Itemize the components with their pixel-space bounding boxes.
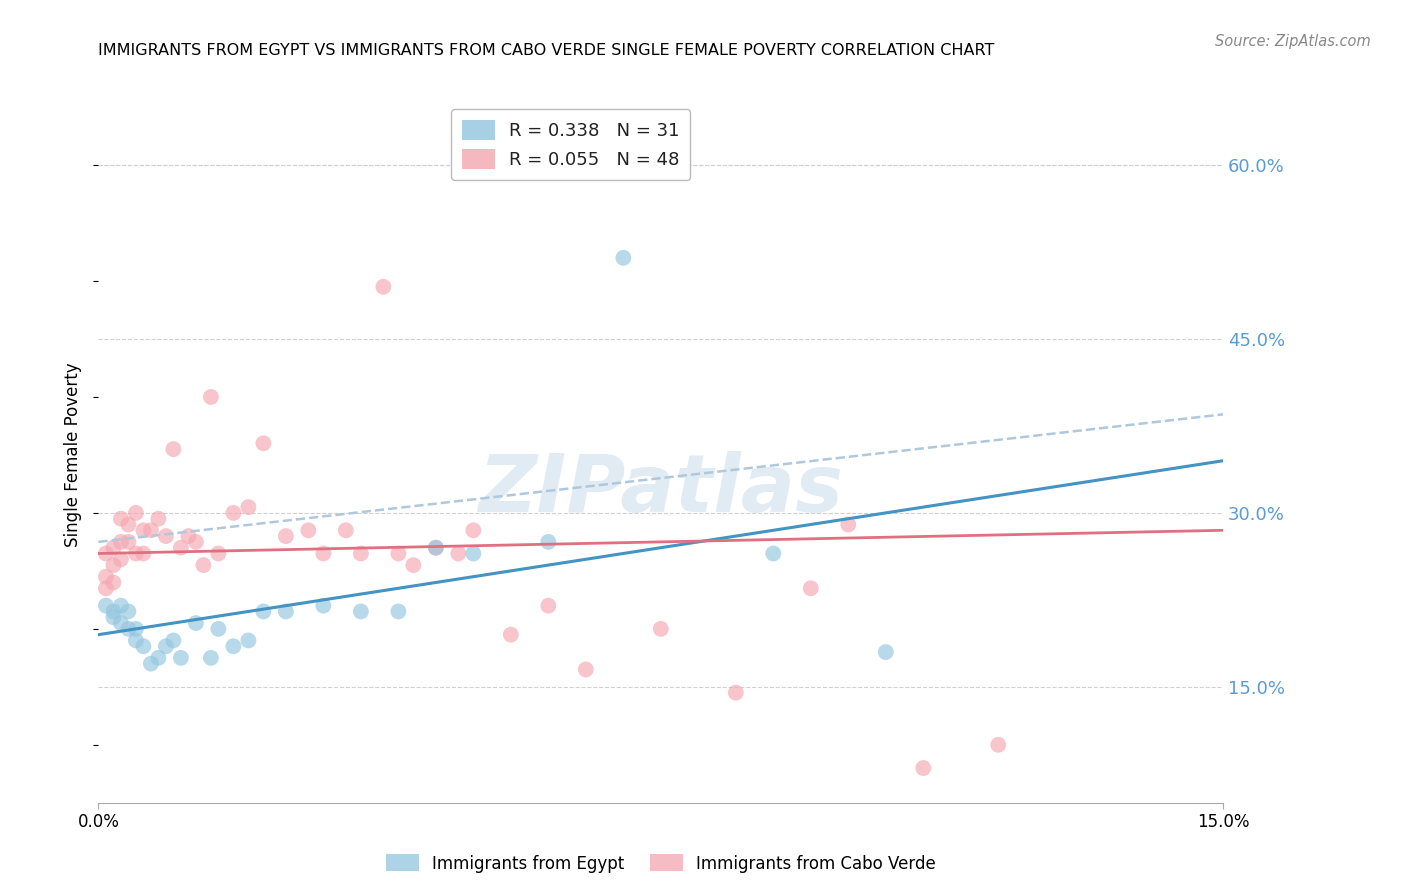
Point xyxy=(170,651,193,665)
Point xyxy=(103,605,125,619)
Point xyxy=(110,511,132,525)
Point xyxy=(207,546,229,561)
Point xyxy=(94,546,117,561)
Point xyxy=(184,615,207,630)
Point xyxy=(274,529,297,543)
Point xyxy=(612,251,634,265)
Point xyxy=(252,436,274,450)
Point xyxy=(110,534,132,549)
Point xyxy=(103,575,125,590)
Point xyxy=(350,546,373,561)
Point xyxy=(335,523,357,537)
Point xyxy=(762,546,785,561)
Text: IMMIGRANTS FROM EGYPT VS IMMIGRANTS FROM CABO VERDE SINGLE FEMALE POVERTY CORREL: IMMIGRANTS FROM EGYPT VS IMMIGRANTS FROM… xyxy=(98,43,995,58)
Point xyxy=(987,738,1010,752)
Point xyxy=(103,610,125,624)
Point xyxy=(312,546,335,561)
Point xyxy=(125,546,148,561)
Point xyxy=(139,523,162,537)
Point xyxy=(125,633,148,648)
Point xyxy=(537,534,560,549)
Point xyxy=(125,506,148,520)
Point xyxy=(162,442,184,456)
Point xyxy=(238,633,260,648)
Point xyxy=(110,599,132,613)
Point xyxy=(537,599,560,613)
Point xyxy=(103,558,125,573)
Point xyxy=(207,622,229,636)
Point xyxy=(297,523,319,537)
Point xyxy=(912,761,935,775)
Point xyxy=(117,517,139,532)
Point xyxy=(117,622,139,636)
Point xyxy=(800,582,823,596)
Point xyxy=(94,570,117,584)
Point xyxy=(875,645,897,659)
Point xyxy=(132,523,155,537)
Point xyxy=(148,651,170,665)
Point xyxy=(350,605,373,619)
Point xyxy=(94,599,117,613)
Point xyxy=(387,605,409,619)
Point xyxy=(117,605,139,619)
Y-axis label: Single Female Poverty: Single Female Poverty xyxy=(65,363,83,547)
Point xyxy=(837,517,859,532)
Point xyxy=(193,558,215,573)
Point xyxy=(170,541,193,555)
Point xyxy=(724,685,747,699)
Text: Source: ZipAtlas.com: Source: ZipAtlas.com xyxy=(1215,34,1371,49)
Point xyxy=(184,534,207,549)
Point xyxy=(117,534,139,549)
Point xyxy=(402,558,425,573)
Text: ZIPatlas: ZIPatlas xyxy=(478,450,844,529)
Point xyxy=(252,605,274,619)
Point xyxy=(312,599,335,613)
Point xyxy=(425,541,447,555)
Point xyxy=(132,639,155,653)
Point xyxy=(200,651,222,665)
Point xyxy=(387,546,409,561)
Point xyxy=(373,279,395,293)
Point xyxy=(463,546,485,561)
Point xyxy=(222,639,245,653)
Point xyxy=(274,605,297,619)
Point xyxy=(222,506,245,520)
Point xyxy=(110,615,132,630)
Point xyxy=(148,511,170,525)
Point xyxy=(139,657,162,671)
Point xyxy=(575,662,598,676)
Point xyxy=(132,546,155,561)
Point xyxy=(463,523,485,537)
Point xyxy=(177,529,200,543)
Point xyxy=(94,582,117,596)
Point xyxy=(447,546,470,561)
Point xyxy=(425,541,447,555)
Point xyxy=(499,628,522,642)
Point xyxy=(155,529,177,543)
Legend: R = 0.338   N = 31, R = 0.055   N = 48: R = 0.338 N = 31, R = 0.055 N = 48 xyxy=(451,109,690,179)
Legend: Immigrants from Egypt, Immigrants from Cabo Verde: Immigrants from Egypt, Immigrants from C… xyxy=(380,847,942,880)
Point xyxy=(162,633,184,648)
Point xyxy=(125,622,148,636)
Point xyxy=(110,552,132,566)
Point xyxy=(103,541,125,555)
Point xyxy=(650,622,672,636)
Point xyxy=(200,390,222,404)
Point xyxy=(238,500,260,514)
Point xyxy=(155,639,177,653)
